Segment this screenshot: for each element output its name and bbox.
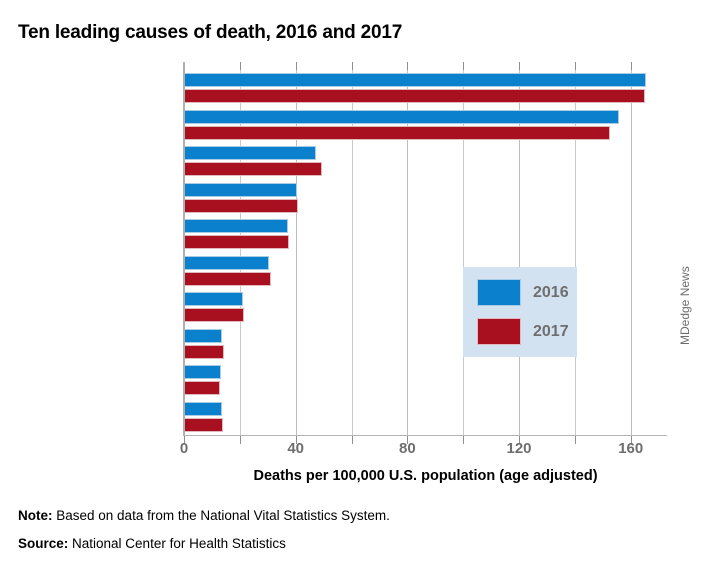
legend-swatch-2016 — [477, 279, 521, 306]
bar-2017 — [184, 162, 322, 177]
x-tick-top-120 — [519, 62, 521, 70]
x-tick-bottom-60 — [351, 435, 353, 444]
page-title: Ten leading causes of death, 2016 and 20… — [18, 22, 403, 43]
bar-group — [184, 219, 667, 250]
legend-item-2016: 2016 — [477, 279, 569, 306]
x-tick-bottom-20 — [239, 435, 241, 444]
note-text: Based on data from the National Vital St… — [52, 508, 390, 523]
note-line: Note: Based on data from the National Vi… — [18, 508, 390, 523]
legend-label-2016: 2016 — [533, 283, 569, 301]
credit-watermark: MDedge News — [678, 266, 692, 345]
x-tick-top-80 — [407, 62, 409, 70]
bar-2017 — [184, 89, 645, 104]
x-tick-top-20 — [239, 62, 241, 70]
bar-2017 — [184, 308, 245, 323]
bar-2016 — [184, 146, 317, 161]
x-tick-label-40: 40 — [287, 440, 305, 457]
x-tick-label-80: 80 — [399, 440, 416, 457]
bar-2017 — [184, 198, 299, 213]
y-axis-line — [183, 62, 185, 436]
x-tick-bottom-0 — [184, 435, 185, 444]
bar-group — [184, 182, 667, 213]
gridline-40 — [295, 70, 297, 435]
legend-item-2017: 2017 — [477, 318, 569, 345]
gridline-160 — [630, 70, 632, 435]
plot-area — [183, 62, 667, 444]
bar-2016 — [184, 328, 222, 343]
gridline-120 — [519, 70, 521, 435]
x-tick-top-160 — [630, 62, 632, 70]
legend: 2016 2017 — [463, 267, 577, 357]
bar-group — [184, 365, 667, 396]
bar-2016 — [184, 255, 269, 270]
gridline-80 — [407, 70, 409, 435]
bar-2017 — [184, 344, 224, 359]
x-axis-title: Deaths per 100,000 U.S. population (age … — [253, 468, 598, 484]
bar-group — [184, 292, 667, 323]
bar-2016 — [184, 365, 221, 380]
x-tick-top-100 — [463, 62, 465, 70]
x-tick-label-120: 120 — [506, 440, 532, 457]
x-tick-bottom-120 — [519, 435, 521, 444]
bar-group — [184, 255, 667, 286]
bar-group — [184, 73, 667, 104]
bar-2017 — [184, 271, 271, 286]
legend-label-2017: 2017 — [533, 322, 569, 340]
source-text: National Center for Health Statistics — [68, 536, 286, 551]
bar-group — [184, 146, 667, 177]
source-key: Source: — [18, 536, 69, 551]
gridline-100 — [463, 70, 465, 435]
bar-2016 — [184, 109, 619, 124]
bar-2017 — [184, 417, 224, 432]
bar-2016 — [184, 73, 647, 88]
gridline-140 — [574, 70, 576, 435]
bar-2016 — [184, 401, 222, 416]
note-key: Note: — [18, 508, 53, 523]
x-tick-top-40 — [295, 62, 297, 70]
bar-2017 — [184, 381, 221, 396]
x-tick-bottom-100 — [463, 435, 465, 444]
x-tick-bottom-160 — [630, 435, 632, 444]
x-tick-bottom-40 — [295, 435, 297, 444]
x-tick-top-140 — [574, 62, 576, 70]
gridline-20 — [239, 70, 241, 435]
source-line: Source: National Center for Health Stati… — [18, 536, 286, 551]
x-tick-label-160: 160 — [618, 440, 644, 457]
bar-2016 — [184, 292, 243, 307]
bar-group — [184, 328, 667, 359]
plot-frame — [184, 62, 667, 444]
bar-2017 — [184, 125, 610, 140]
x-tick-bottom-140 — [574, 435, 576, 444]
legend-swatch-2017 — [477, 318, 521, 345]
bar-2016 — [184, 182, 298, 197]
x-tick-label-0: 0 — [179, 440, 189, 457]
gridline-60 — [351, 70, 353, 435]
x-tick-bottom-80 — [407, 435, 409, 444]
x-axis-line — [183, 435, 667, 436]
bar-2017 — [184, 235, 289, 250]
bar-2016 — [184, 219, 289, 234]
bar-group — [184, 401, 667, 432]
bar-group — [184, 109, 667, 140]
x-tick-top-60 — [351, 62, 353, 70]
